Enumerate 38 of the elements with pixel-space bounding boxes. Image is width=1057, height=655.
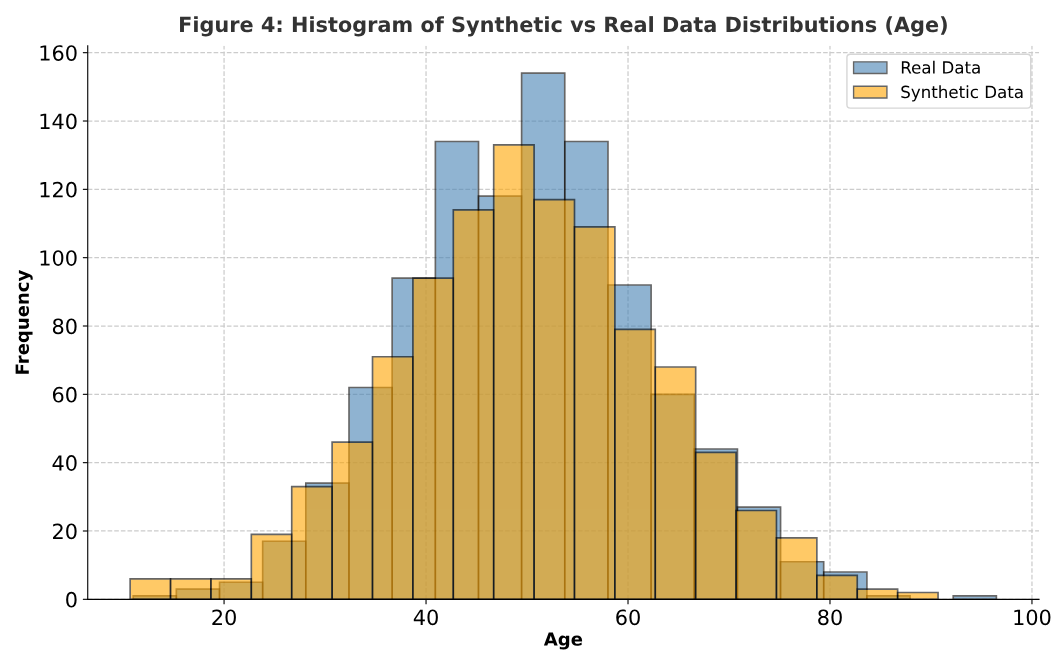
y-tick-label: 20 [53,523,77,540]
x-tick-label: 40 [413,609,438,626]
bar [896,591,939,600]
bar [412,277,455,600]
bar [816,574,859,600]
x-tick-label: 100 [1014,609,1051,626]
y-tick-label: 80 [52,318,77,335]
bar [250,533,293,600]
chart-title: Figure 4: Histogram of Synthetic vs Real Data Distributions (Age) [180,16,947,37]
bar [452,209,495,600]
bar [614,328,657,600]
y-tick-label: 60 [52,386,77,403]
legend-label: Synthetic Data [901,85,1023,102]
bar [856,588,899,600]
legend-label: Real Data [901,60,980,74]
bar [492,144,535,600]
bar [533,198,576,600]
bar [129,577,172,600]
x-tick-label: 80 [818,609,842,626]
y-tick-label: 100 [40,250,77,266]
bar [573,226,616,600]
y-tick-label: 120 [40,181,77,198]
y-tick-label: 0 [66,591,77,608]
y-axis-title: Frequency [15,270,33,374]
x-tick-label: 60 [616,609,640,626]
bar [169,577,212,600]
bar [775,536,818,600]
y-tick-label: 40 [52,455,77,471]
x-axis-title: Age [543,632,583,650]
bar [371,355,414,600]
bar [654,366,697,600]
bar [290,485,333,600]
y-tick-label: 160 [40,45,77,61]
bar [952,595,998,600]
y-tick-label: 140 [40,113,77,130]
bar [331,441,374,600]
bar [210,577,253,600]
x-tick-label: 20 [212,609,236,626]
